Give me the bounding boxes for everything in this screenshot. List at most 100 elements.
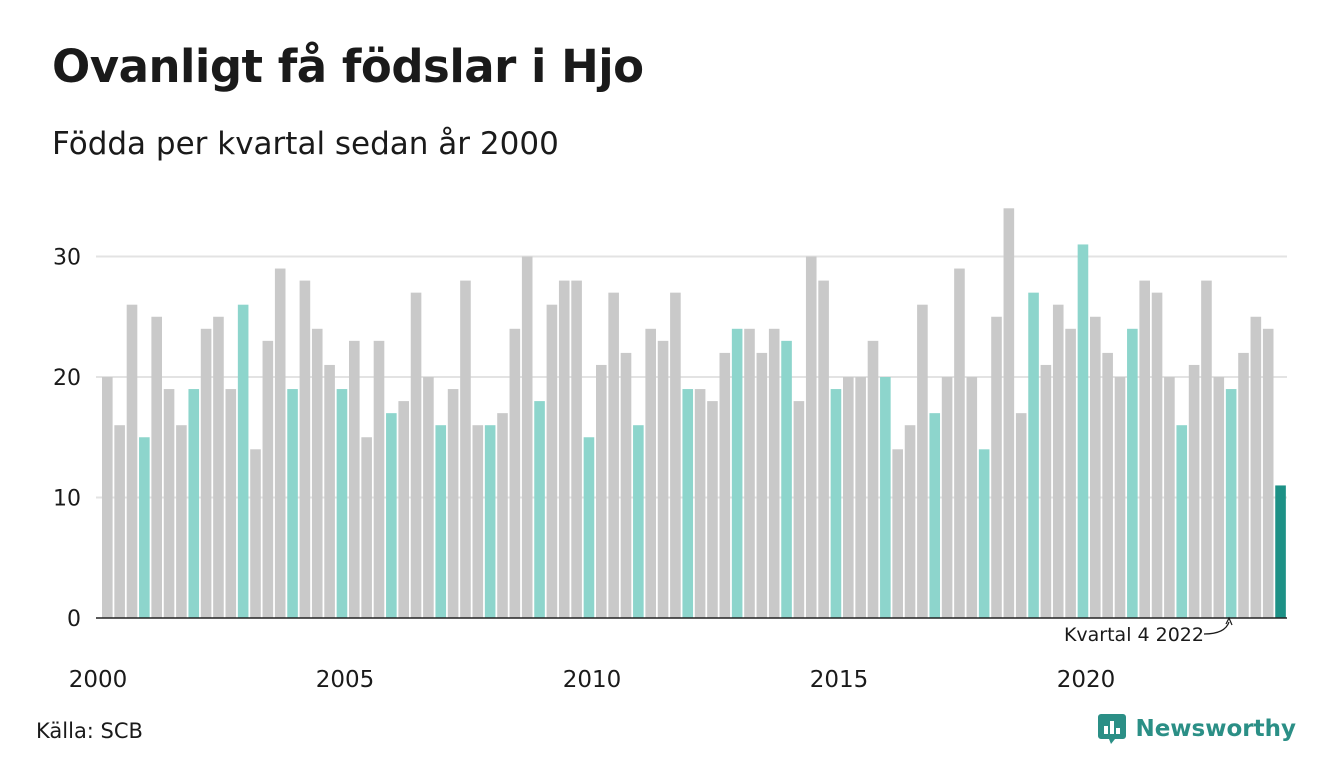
bar [1176, 425, 1188, 618]
bar [781, 340, 792, 618]
bar [1015, 413, 1027, 618]
brand-logo[interactable]: Newsworthy [1097, 712, 1296, 746]
x-tick-label: 2010 [563, 667, 622, 693]
x-tick-label: 2015 [810, 667, 869, 693]
bar [1151, 292, 1163, 618]
bar [1065, 328, 1076, 618]
bar [274, 268, 286, 618]
y-tick-label: 10 [53, 487, 81, 512]
bar [682, 389, 694, 618]
bar [534, 401, 545, 618]
bar [336, 389, 348, 618]
bar [1028, 292, 1039, 618]
bar [373, 340, 385, 618]
bar [176, 425, 187, 618]
bar [1213, 377, 1225, 618]
bar [398, 401, 409, 618]
y-tick-label: 20 [53, 366, 81, 391]
bar [583, 437, 595, 618]
bar [929, 413, 941, 618]
bar [151, 316, 162, 618]
source-label: Källa: SCB [36, 719, 143, 743]
bar [1201, 280, 1212, 618]
y-tick-label: 30 [53, 246, 81, 271]
bar [830, 389, 842, 618]
annotation-arrow [1203, 621, 1230, 635]
annotation-label: Kvartal 4 2022 [1064, 624, 1204, 646]
x-tick-label: 2000 [69, 667, 128, 693]
bar [744, 328, 755, 618]
bar [892, 449, 903, 618]
bar [497, 413, 508, 618]
bar [287, 389, 298, 618]
bar [805, 256, 817, 618]
bar [917, 304, 928, 618]
brand-name: Newsworthy [1135, 716, 1296, 742]
bar [1052, 304, 1064, 618]
bar [768, 328, 780, 618]
bar [707, 401, 718, 618]
chart-subtitle: Födda per kvartal sedan år 2000 [52, 126, 559, 162]
bar [410, 292, 422, 618]
bar [731, 328, 743, 618]
bar [1164, 377, 1175, 618]
bar [966, 377, 978, 618]
bar [1077, 244, 1089, 618]
bar [954, 268, 965, 618]
bar [163, 389, 175, 618]
bar [694, 389, 706, 618]
bar [423, 377, 434, 618]
bar [867, 340, 879, 618]
x-tick-label: 2020 [1057, 667, 1116, 693]
bar [843, 377, 854, 618]
bar [213, 316, 224, 618]
bar [546, 304, 558, 618]
bar [941, 377, 953, 618]
bar [1040, 364, 1052, 618]
bar [237, 304, 249, 618]
bar [324, 364, 335, 618]
bar [719, 352, 731, 618]
bar [460, 280, 471, 618]
bar [139, 437, 150, 618]
bar [571, 280, 582, 618]
bar [299, 280, 311, 618]
bar [1003, 208, 1015, 619]
bar [880, 377, 891, 618]
bar [608, 292, 619, 618]
bar [1114, 377, 1126, 618]
bar [509, 328, 521, 618]
x-tick-label: 2005 [316, 667, 375, 693]
bar [349, 340, 360, 618]
bar [484, 425, 496, 618]
bar [447, 389, 459, 618]
bar [1250, 316, 1262, 618]
bar [1225, 389, 1237, 618]
bar [311, 328, 323, 618]
bar [596, 364, 607, 618]
chart-title: Ovanligt få födslar i Hjo [52, 40, 644, 93]
bar [645, 328, 656, 618]
bar [1188, 364, 1200, 618]
newsworthy-logo-icon [1098, 714, 1127, 744]
bar [188, 389, 200, 618]
bar [225, 389, 237, 618]
annotation-arrowhead [1225, 616, 1233, 626]
bar [521, 256, 533, 618]
y-tick-label: 0 [67, 607, 81, 632]
bar [102, 377, 113, 618]
bar [756, 352, 768, 618]
bar [818, 280, 829, 618]
bar [670, 292, 681, 618]
bar [657, 340, 669, 618]
bar [1102, 352, 1113, 618]
bar [558, 280, 570, 618]
bar [620, 352, 632, 618]
bar [1090, 316, 1101, 618]
bar [262, 340, 274, 618]
bar [991, 316, 1002, 618]
bar [978, 449, 990, 618]
bar [361, 437, 372, 618]
bar [1262, 328, 1274, 618]
